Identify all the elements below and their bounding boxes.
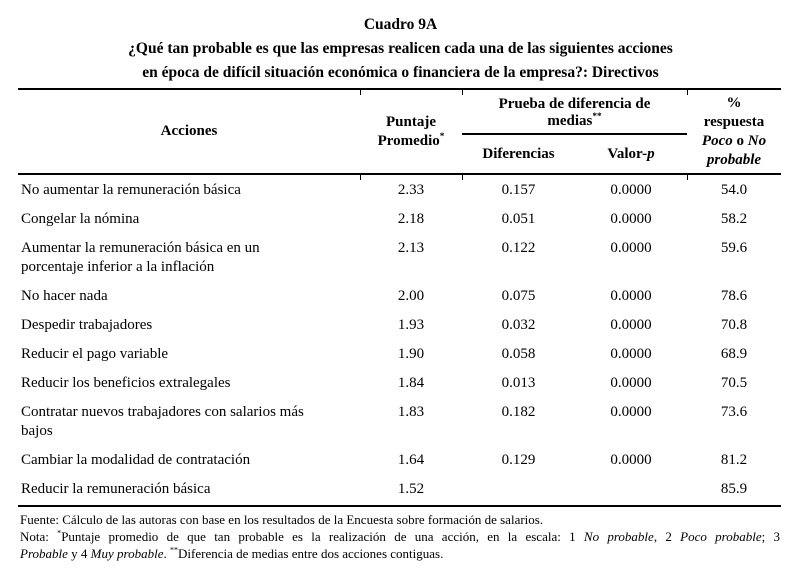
- valor-p-cell: 0.0000: [610, 211, 652, 227]
- puntaje-cell: 2.00: [397, 288, 425, 304]
- action-cell: Aumentar la remuneración básica en un po…: [18, 239, 360, 277]
- header-valor-p: Valor-p: [607, 145, 655, 162]
- valor-p-cell: 0.0000: [610, 346, 652, 362]
- title-line-2: ¿Qué tan probable es que las empresas re…: [128, 40, 673, 57]
- table: Acciones Puntaje Promedio* Prueba de dif…: [18, 88, 781, 507]
- action-cell: No hacer nada: [18, 287, 360, 306]
- valor-p-cell: 0.0000: [610, 182, 652, 198]
- action-label: Contratar nuevos trabajadores con salari…: [21, 404, 304, 439]
- table-row: Despedir trabajadores 1.93 0.032 0.0000 …: [18, 311, 781, 340]
- action-label: Reducir los beneficios extralegales: [21, 375, 231, 391]
- column-divider-tick: [462, 90, 463, 95]
- header-puntaje-promedio: Puntaje Promedio*: [377, 113, 445, 149]
- diferencia-cell: 0.129: [501, 452, 536, 468]
- table-row: No hacer nada 2.00 0.075 0.0000 78.6: [18, 282, 781, 311]
- pct-cell: 73.6: [720, 404, 748, 420]
- column-divider-tick: [687, 175, 688, 180]
- table-title: Cuadro 9A ¿Qué tan probable es que las e…: [0, 0, 801, 85]
- action-cell: Contratar nuevos trabajadores con salari…: [18, 403, 360, 441]
- valor-p-cell: 0.0000: [610, 404, 652, 420]
- table-header: Acciones Puntaje Promedio* Prueba de dif…: [18, 88, 781, 175]
- header-diferencias: Diferencias: [482, 145, 555, 162]
- table-row: Reducir los beneficios extralegales 1.84…: [18, 369, 781, 398]
- table-row: No aumentar la remuneración básica 2.33 …: [18, 176, 781, 205]
- action-label: Reducir el pago variable: [21, 346, 169, 362]
- pct-cell: 59.6: [720, 240, 748, 256]
- diferencia-cell: 0.051: [501, 211, 536, 227]
- footnote-nota-line-1: Nota: *Puntaje promedio de que tan proba…: [20, 528, 781, 544]
- pct-cell: 68.9: [720, 346, 748, 362]
- title-line-3: en época de difícil situación económica …: [142, 64, 659, 81]
- puntaje-cell: 1.52: [397, 481, 425, 497]
- header-pct-respuesta: % respuesta Poco o No probable: [701, 94, 767, 168]
- action-cell: Congelar la nómina: [18, 210, 360, 229]
- puntaje-cell: 1.90: [397, 346, 425, 362]
- table-row: Reducir el pago variable 1.90 0.058 0.00…: [18, 340, 781, 369]
- pct-cell: 81.2: [720, 452, 748, 468]
- table-row: Contratar nuevos trabajadores con salari…: [18, 398, 781, 446]
- valor-p-cell: 0.0000: [610, 452, 652, 468]
- puntaje-cell: 2.18: [397, 211, 425, 227]
- puntaje-cell: 1.84: [397, 375, 425, 391]
- pct-cell: 70.5: [720, 375, 748, 391]
- table-row: Aumentar la remuneración básica en un po…: [18, 234, 781, 282]
- pct-cell: 58.2: [720, 211, 748, 227]
- diferencia-cell: 0.122: [501, 240, 536, 256]
- action-label: Reducir la remuneración básica: [21, 481, 211, 497]
- pct-cell: 54.0: [720, 182, 748, 198]
- column-divider-tick: [687, 90, 688, 95]
- table-row: Cambiar la modalidad de contratación 1.6…: [18, 446, 781, 475]
- action-cell: No aumentar la remuneración básica: [18, 181, 360, 200]
- diferencia-cell: 0.075: [501, 288, 536, 304]
- valor-p-cell: 0.0000: [610, 317, 652, 333]
- footnotes: Fuente: Cálculo de las autoras con base …: [20, 511, 780, 562]
- action-cell: Reducir los beneficios extralegales: [18, 374, 360, 393]
- valor-p-cell: 0.0000: [610, 240, 652, 256]
- action-label: Congelar la nómina: [21, 211, 140, 227]
- valor-p-cell: [575, 480, 687, 499]
- diferencia-cell: 0.032: [501, 317, 536, 333]
- action-cell: Reducir la remuneración básica: [18, 480, 360, 499]
- action-cell: Cambiar la modalidad de contratación: [18, 451, 360, 470]
- table-row: Congelar la nómina 2.18 0.051 0.0000 58.…: [18, 205, 781, 234]
- header-prueba-diferencia-medias: Prueba de diferencia de medias**: [462, 90, 687, 135]
- diferencia-cell: 0.182: [501, 404, 536, 420]
- diferencia-cell: [462, 480, 575, 499]
- title-line-1: Cuadro 9A: [363, 16, 438, 33]
- puntaje-cell: 2.33: [397, 182, 425, 198]
- footnote-fuente: Fuente: Cálculo de las autoras con base …: [20, 512, 544, 527]
- puntaje-cell: 1.64: [397, 452, 425, 468]
- pct-cell: 78.6: [720, 288, 748, 304]
- valor-p-cell: 0.0000: [610, 288, 652, 304]
- action-label: Cambiar la modalidad de contratación: [21, 452, 251, 468]
- valor-p-cell: 0.0000: [610, 375, 652, 391]
- diferencia-cell: 0.157: [501, 182, 536, 198]
- table-body: No aumentar la remuneración básica 2.33 …: [18, 175, 781, 507]
- diferencia-cell: 0.058: [501, 346, 536, 362]
- action-cell: Despedir trabajadores: [18, 316, 360, 335]
- action-label: No aumentar la remuneración básica: [21, 182, 241, 198]
- action-cell: Reducir el pago variable: [18, 345, 360, 364]
- column-divider-tick: [462, 175, 463, 180]
- header-acciones: Acciones: [160, 123, 218, 139]
- action-label: Aumentar la remuneración básica en un po…: [21, 240, 260, 275]
- pct-cell: 70.8: [720, 317, 748, 333]
- footnote-nota-line-2: Probable y 4 Muy probable. **Diferencia …: [20, 545, 444, 561]
- table-row: Reducir la remuneración básica 1.52 85.9: [18, 475, 781, 504]
- diferencia-cell: 0.013: [501, 375, 536, 391]
- action-label: No hacer nada: [21, 288, 108, 304]
- column-divider-tick: [360, 175, 361, 180]
- puntaje-cell: 1.93: [397, 317, 425, 333]
- pct-cell: 85.9: [720, 481, 748, 497]
- column-divider-tick: [360, 90, 361, 95]
- puntaje-cell: 2.13: [397, 240, 425, 256]
- puntaje-cell: 1.83: [397, 404, 425, 420]
- action-label: Despedir trabajadores: [21, 317, 153, 333]
